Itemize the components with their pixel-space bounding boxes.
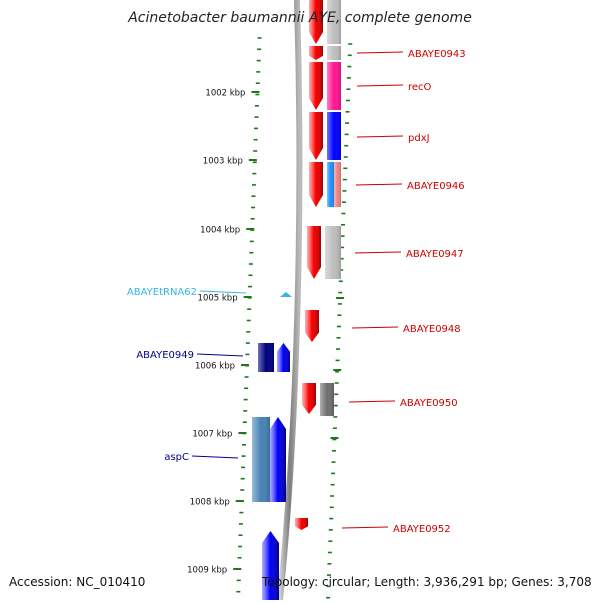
accession-text: Accession: NC_010410	[9, 575, 146, 589]
label-aspc[interactable]: aspC	[164, 452, 189, 463]
cog-abaye0946-shading	[327, 162, 334, 207]
label-pdxj-leader	[356, 135, 404, 138]
label-abaye0947[interactable]: ABAYE0947	[406, 249, 464, 260]
cog-abaye0943-shading	[327, 0, 341, 44]
label-abaye0949-leader	[196, 353, 244, 357]
label-abayetrna62[interactable]: ABAYEtRNA62	[127, 287, 197, 298]
label-reco[interactable]: recO	[408, 82, 432, 93]
label-abaye0946[interactable]: ABAYE0946	[407, 181, 465, 192]
cog-abaye0947-shading	[325, 226, 341, 279]
label-abaye0952[interactable]: ABAYE0952	[393, 524, 451, 535]
cog-abaye0946-alt-shading	[334, 162, 341, 207]
cog-abaye0950-shading	[320, 383, 334, 416]
cog-pdxj-shading	[327, 112, 341, 160]
cds-abaye0947-shading	[307, 226, 321, 279]
label-abaye0943-leader	[356, 51, 404, 54]
genome-backbone	[277, 0, 303, 601]
cog-abaye0949-shading	[258, 343, 274, 372]
tick-label: 1002 kbp	[205, 89, 245, 99]
label-abaye0952-leader	[341, 526, 389, 529]
cog-abaye0943b-shading	[327, 46, 341, 60]
cds-abaye0952-shading	[295, 518, 308, 530]
tick-label: 1006 kbp	[195, 362, 235, 372]
map-title: Acinetobacter baumannii AYE, complete ge…	[128, 10, 472, 26]
cds-abaye0946-shading	[309, 162, 323, 207]
cds-reco-shading	[309, 62, 323, 110]
label-reco-leader	[356, 84, 404, 87]
label-abaye0948-leader	[351, 326, 399, 329]
label-abayetrna62-leader	[199, 290, 247, 294]
cds-abaye0948-shading	[305, 310, 319, 342]
label-pdxj[interactable]: pdxJ	[408, 133, 430, 144]
cds-abaye0943b-shading	[309, 46, 323, 60]
label-abaye0947-leader	[354, 251, 402, 254]
label-abaye0949[interactable]: ABAYE0949	[136, 350, 194, 361]
tick-label: 1008 kbp	[190, 498, 230, 508]
label-abaye0946-leader	[355, 183, 403, 186]
cds-abaye0949-shading	[277, 343, 290, 372]
tick-label: 1009 kbp	[187, 566, 227, 576]
tick-label: 1005 kbp	[198, 294, 238, 304]
label-aspc-leader	[191, 455, 239, 459]
cog-reco-shading	[327, 62, 341, 110]
tick-label: 1004 kbp	[200, 226, 240, 236]
label-abaye0948[interactable]: ABAYE0948	[403, 324, 461, 335]
label-abaye0950-leader	[348, 400, 396, 403]
cds-trailing-shading	[262, 531, 279, 600]
genome-summary-text: Topology: circular; Length: 3,936,291 bp…	[262, 575, 592, 589]
cog-aspc-shading	[252, 417, 270, 502]
cds-aspc-shading	[270, 417, 286, 502]
cds-abaye0943-shading	[309, 0, 323, 44]
tick-label: 1007 kbp	[192, 430, 232, 440]
label-abaye0943[interactable]: ABAYE0943	[408, 49, 466, 60]
cds-abaye0950-shading	[302, 383, 316, 414]
tick-label: 1003 kbp	[203, 157, 243, 167]
label-abaye0950[interactable]: ABAYE0950	[400, 398, 458, 409]
cds-pdxj-shading	[309, 112, 323, 160]
trna-abayetrna62[interactable]	[280, 292, 292, 297]
